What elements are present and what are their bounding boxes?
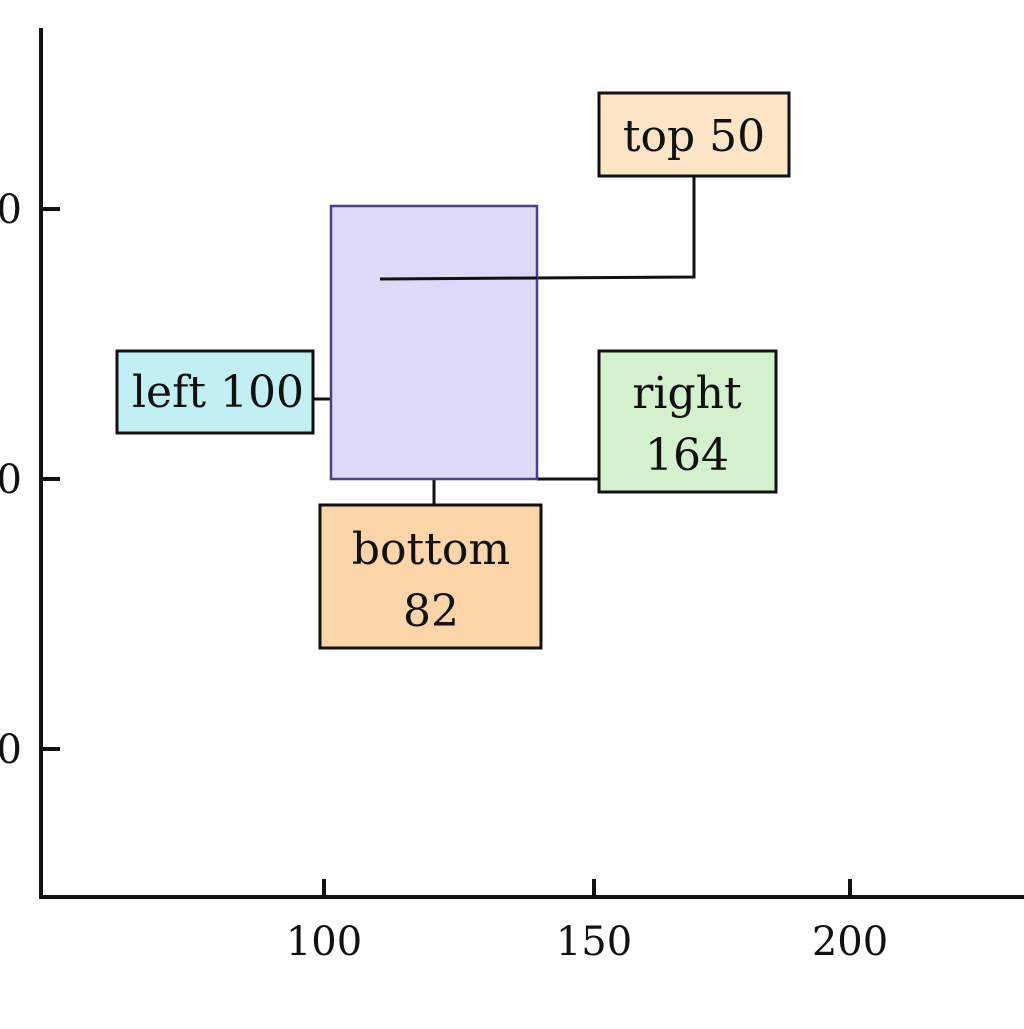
callout-left-box [115, 349, 315, 435]
callout-left: left 100 [115, 349, 315, 435]
callout-top-label: top 50 [623, 111, 765, 162]
callout-right-label-line-2: 164 [645, 430, 729, 481]
callout-right-label-line-1: right [632, 368, 742, 419]
x-tick-label-2: 150 [556, 919, 632, 965]
callout-bottom-box [318, 503, 543, 650]
top-leader-inner [379, 276, 538, 281]
callout-left-label: left 100 [132, 367, 304, 418]
y-tick-label-3: 0 [0, 727, 22, 773]
callout-bottom: bottom 82 [318, 503, 543, 650]
callout-bottom-label-line-1: bottom [352, 524, 510, 575]
callout-top-box [597, 91, 791, 178]
axes [39, 28, 1024, 899]
callout-right-box [597, 349, 778, 494]
callout-right: right 164 [597, 349, 778, 494]
y-tick-label-1: 0 [0, 187, 22, 233]
callout-bottom-label-line-2: 82 [403, 586, 459, 637]
region-rectangle [329, 204, 539, 481]
x-tick-label-1: 100 [286, 919, 362, 965]
callout-top: top 50 [597, 91, 791, 178]
x-tick-label-3: 200 [812, 919, 888, 965]
y-tick-label-2: 0 [0, 457, 22, 503]
